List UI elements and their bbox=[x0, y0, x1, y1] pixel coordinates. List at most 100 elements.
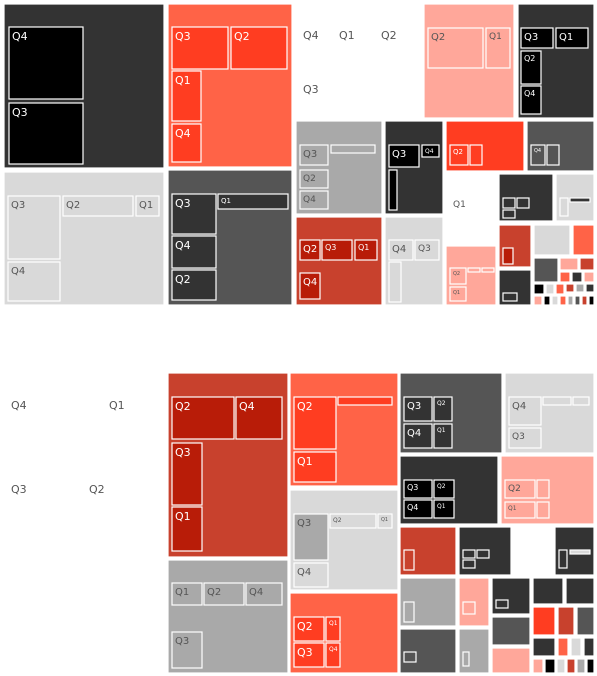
treemap-tile bbox=[203, 582, 245, 606]
treemap-label: Q1 bbox=[559, 32, 573, 43]
treemap-tile bbox=[572, 224, 595, 256]
treemap-tile bbox=[7, 195, 61, 260]
treemap-label: Q2 bbox=[437, 400, 446, 407]
treemap-label: Q3 bbox=[297, 518, 311, 529]
treemap-tile bbox=[414, 239, 440, 261]
treemap-tile bbox=[171, 123, 202, 163]
treemap-tile bbox=[462, 559, 476, 569]
treemap-tile bbox=[167, 559, 289, 674]
treemap-tile bbox=[516, 197, 530, 209]
treemap-tile bbox=[321, 239, 353, 261]
treemap-label: Q3 bbox=[175, 197, 191, 210]
treemap-label: Q2 bbox=[524, 54, 535, 63]
treemap-label: Q4 bbox=[303, 277, 317, 288]
treemap-tile bbox=[325, 616, 341, 642]
treemap-tile bbox=[569, 549, 591, 555]
treemap-label: Q4 bbox=[303, 29, 319, 42]
treemap-tile bbox=[388, 261, 402, 303]
treemap-tile bbox=[575, 283, 585, 293]
treemap-label: Q1 bbox=[381, 517, 388, 523]
treemap-tile bbox=[544, 658, 556, 674]
treemap-tile bbox=[533, 295, 543, 306]
treemap-label: Q3 bbox=[418, 244, 431, 254]
treemap-tile bbox=[569, 197, 591, 203]
treemap-label: Q1 bbox=[508, 505, 517, 512]
treemap-tile bbox=[579, 257, 595, 271]
treemap-tile bbox=[559, 271, 571, 283]
treemap-tile bbox=[520, 27, 554, 49]
treemap-tile bbox=[62, 195, 134, 217]
treemap-bottom: Q4 Q1 Q3 Q2 Q2 Q4 Q3 Q1 Q1 Q2 Q4 Q3 Q2 Q1 Q3 Q2 Q1 Q4 Q2 Q1… bbox=[3, 372, 595, 674]
treemap-label: Q3 bbox=[303, 83, 319, 96]
treemap-label: Q1 bbox=[175, 510, 191, 523]
treemap-label: Q4 bbox=[534, 148, 541, 154]
treemap-label: Q2 bbox=[175, 273, 191, 286]
treemap-tile bbox=[449, 267, 467, 285]
treemap-tile bbox=[532, 658, 544, 674]
treemap-label: Q4 bbox=[329, 646, 338, 653]
treemap-tile bbox=[230, 26, 288, 70]
treemap-tile bbox=[449, 286, 467, 302]
treemap-label: Q4 bbox=[175, 239, 191, 252]
treemap-tile bbox=[533, 283, 545, 295]
treemap-tile bbox=[530, 144, 546, 166]
treemap-tile bbox=[586, 658, 595, 674]
treemap-tile bbox=[384, 216, 444, 306]
treemap-tile bbox=[171, 269, 217, 301]
treemap-label: Q1 bbox=[175, 587, 189, 598]
treemap-tile bbox=[299, 190, 329, 210]
treemap-label: Q4 bbox=[425, 148, 434, 155]
treemap-tile bbox=[325, 642, 341, 668]
treemap-label: Q4 bbox=[11, 266, 25, 277]
treemap-tile bbox=[469, 144, 483, 166]
treemap-label: Q3 bbox=[512, 432, 525, 442]
treemap-tile bbox=[485, 27, 511, 69]
treemap-tile bbox=[449, 144, 469, 166]
treemap-tile bbox=[299, 272, 321, 300]
treemap-label: Q1 bbox=[437, 503, 446, 510]
treemap-tile bbox=[571, 271, 583, 283]
treemap-label: Q1 bbox=[175, 74, 191, 87]
treemap-tile bbox=[567, 295, 574, 306]
treemap-tile bbox=[295, 216, 383, 306]
treemap-label: Q2 bbox=[303, 174, 316, 184]
treemap-label: Q1 bbox=[329, 620, 338, 627]
treemap-label: Q3 bbox=[303, 149, 317, 160]
treemap-label: Q2 bbox=[175, 400, 191, 413]
treemap-tile bbox=[293, 396, 337, 450]
treemap-tile bbox=[421, 144, 440, 158]
treemap-tile bbox=[403, 499, 433, 519]
treemap-tile bbox=[559, 257, 579, 271]
treemap-tile bbox=[476, 549, 490, 559]
treemap-tile bbox=[555, 27, 589, 49]
treemap-tile bbox=[388, 144, 420, 168]
treemap-label: Q2 bbox=[303, 244, 317, 255]
treemap-tile bbox=[135, 195, 160, 217]
treemap-tile bbox=[171, 582, 203, 606]
treemap-tile bbox=[403, 396, 433, 422]
treemap-tile bbox=[536, 479, 550, 499]
treemap-tile bbox=[572, 396, 590, 406]
treemap-tile bbox=[8, 26, 84, 100]
treemap-tile bbox=[508, 396, 542, 426]
treemap-tile bbox=[558, 549, 568, 569]
treemap-label: Q1 bbox=[109, 399, 125, 412]
treemap-tile bbox=[491, 647, 531, 674]
treemap-tile bbox=[403, 651, 417, 663]
treemap-tile bbox=[565, 283, 575, 293]
treemap-label: Q2 bbox=[207, 587, 221, 598]
treemap-tile bbox=[462, 651, 470, 667]
treemap-label: Q3 bbox=[175, 636, 189, 647]
treemap-label: Q4 bbox=[392, 244, 406, 255]
treemap-label: Q2 bbox=[297, 400, 313, 413]
treemap-tile bbox=[502, 292, 518, 302]
treemap-tile bbox=[570, 637, 582, 657]
treemap-label: Q3 bbox=[407, 401, 421, 412]
treemap-tile bbox=[388, 169, 398, 211]
treemap-label: Q1 bbox=[297, 455, 313, 468]
treemap-tile bbox=[532, 606, 556, 636]
treemap-tile bbox=[551, 295, 559, 306]
treemap-label: Q4 bbox=[11, 399, 27, 412]
treemap-tile bbox=[585, 283, 595, 293]
